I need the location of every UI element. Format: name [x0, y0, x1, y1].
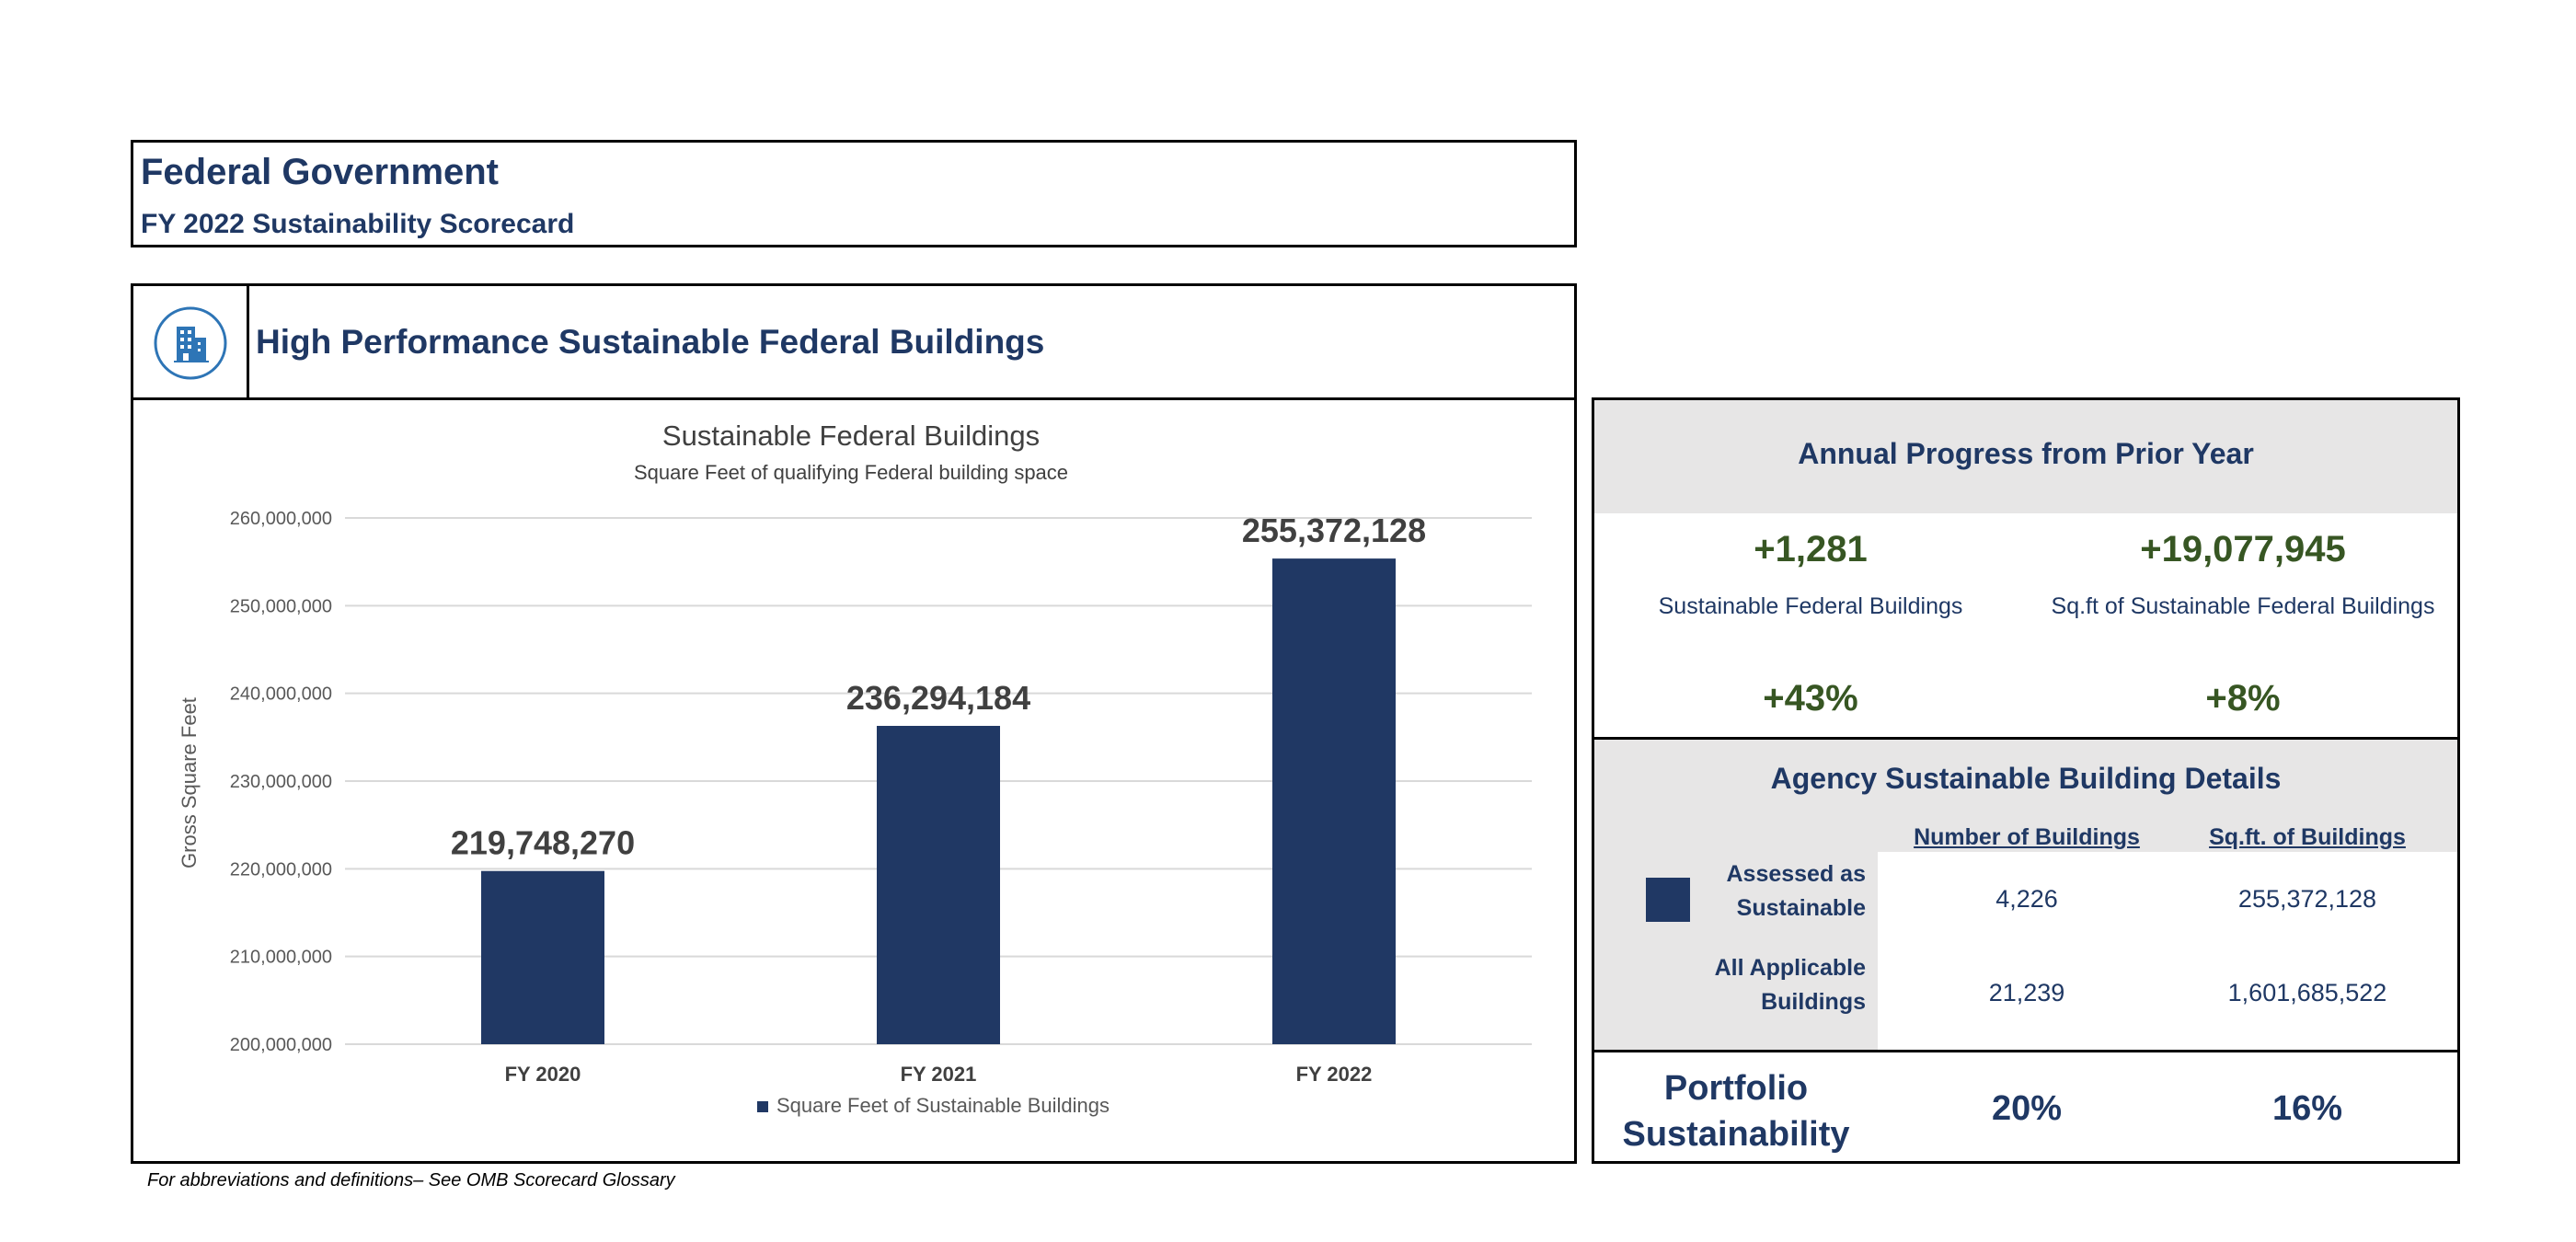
x-tick-label: FY 2021	[901, 1063, 977, 1086]
data-label: 236,294,184	[846, 679, 1030, 717]
row-label-applicable-line1: All Applicable	[1714, 955, 1866, 981]
annual-progress-header: Annual Progress from Prior Year	[1594, 400, 2457, 513]
y-axis-label: Gross Square Feet	[178, 697, 201, 868]
bar-fy-2020	[481, 870, 604, 1044]
data-label: 255,372,128	[1242, 512, 1426, 549]
col-header-sqft: Sq.ft. of Buildings	[2209, 824, 2406, 850]
portfolio-buildings-pct: 20%	[1991, 1089, 2063, 1128]
chart-title: Sustainable Federal Buildings	[662, 420, 1040, 452]
applicable-buildings-count: 21,239	[1988, 979, 2065, 1006]
y-tick-label: 220,000,000	[230, 859, 332, 880]
col-header-buildings: Number of Buildings	[1914, 824, 2140, 850]
row-label-applicable: All Applicable Buildings	[1650, 951, 1866, 1019]
legend-swatch	[757, 1101, 768, 1112]
y-tick-label: 210,000,000	[230, 948, 332, 968]
section-icon-cell	[133, 286, 249, 397]
agency-details-title: Agency Sustainable Building Details	[1770, 762, 2282, 795]
data-label: 219,748,270	[451, 824, 635, 862]
portfolio-label-line1: Portfolio	[1663, 1069, 1809, 1108]
row-label-assessed-line1: Assessed as	[1726, 861, 1866, 887]
row-label-assessed: Assessed as Sustainable	[1696, 857, 1866, 926]
agency-details: Agency Sustainable Building Details Numb…	[1594, 737, 2457, 1052]
scorecard-header: Federal Government FY 2022 Sustainabilit…	[131, 140, 1577, 247]
building-icon	[154, 306, 227, 380]
bar-chart: Sustainable Federal Buildings Square Fee…	[178, 420, 1532, 1117]
bar-fy-2021	[877, 725, 1000, 1044]
page-subtitle: FY 2022 Sustainability Scorecard	[141, 209, 575, 239]
portfolio-label: Portfolio Sustainability	[1594, 1065, 1878, 1157]
y-tick-label: 200,000,000	[230, 1035, 332, 1055]
buildings-delta-label: Sustainable Federal Buildings	[1658, 593, 1963, 619]
row-label-applicable-line2: Buildings	[1761, 989, 1866, 1015]
annual-progress-title: Annual Progress from Prior Year	[1798, 437, 2254, 470]
section-title: High Performance Sustainable Federal Bui…	[256, 323, 1045, 361]
sustainable-color-swatch	[1646, 878, 1690, 922]
x-tick-label: FY 2022	[1296, 1063, 1373, 1086]
sqft-delta: +19,077,945	[2140, 529, 2346, 569]
portfolio-label-line2: Sustainability	[1622, 1115, 1850, 1154]
y-tick-label: 240,000,000	[230, 684, 332, 705]
footnote: For abbreviations and definitions– See O…	[147, 1170, 675, 1190]
chart-container: Sustainable Federal Buildings Square Fee…	[131, 397, 1577, 1164]
x-tick-labels: FY 2020 FY 2021 FY 2022	[505, 1063, 1373, 1086]
legend-label: Square Feet of Sustainable Buildings	[776, 1094, 1110, 1117]
buildings-delta: +1,281	[1754, 529, 1868, 569]
sqft-delta-label: Sq.ft of Sustainable Federal Buildings	[2051, 593, 2435, 619]
agency-values-area	[1878, 852, 2457, 1050]
chart-subtitle: Square Feet of qualifying Federal buildi…	[634, 461, 1068, 484]
progress-panel: Annual Progress from Prior Year +1,281 S…	[1592, 397, 2460, 1164]
y-tick-label: 230,000,000	[230, 772, 332, 792]
x-tick-label: FY 2020	[505, 1063, 581, 1086]
y-tick-label: 260,000,000	[230, 509, 332, 529]
buildings-pct-change: +43%	[1763, 678, 1858, 719]
assessed-buildings-count: 4,226	[1995, 885, 2058, 913]
y-tick-labels: 200,000,000 210,000,000 220,000,000 230,000…	[230, 509, 332, 1055]
row-label-assessed-line2: Sustainable	[1736, 895, 1866, 921]
applicable-sqft: 1,601,685,522	[2227, 979, 2387, 1006]
sqft-pct-change: +8%	[2205, 678, 2281, 719]
page-title: Federal Government	[141, 152, 500, 192]
portfolio-sqft-pct: 16%	[2271, 1089, 2343, 1128]
assessed-sqft: 255,372,128	[2237, 885, 2377, 913]
portfolio-sustainability: Portfolio Sustainability 20% 16%	[1594, 1050, 2457, 1167]
bars	[481, 558, 1396, 1044]
bar-fy-2022	[1272, 558, 1396, 1044]
data-labels: 219,748,270 236,294,184 255,372,128	[451, 512, 1426, 862]
section-header: High Performance Sustainable Federal Bui…	[131, 283, 1577, 400]
y-tick-label: 250,000,000	[230, 596, 332, 616]
